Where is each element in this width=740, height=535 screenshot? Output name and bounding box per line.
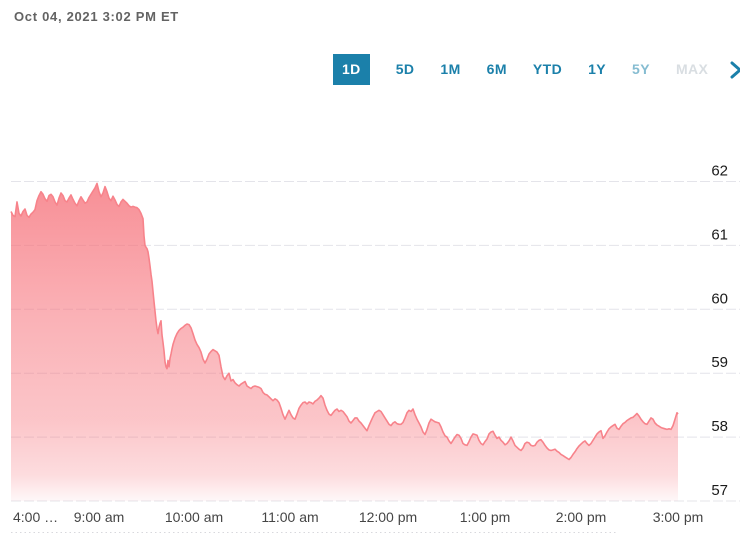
tab-ytd[interactable]: YTD (532, 61, 563, 77)
y-axis-labels: 62 61 60 59 58 57 (711, 163, 728, 500)
svg-text:9:00 am: 9:00 am (74, 509, 125, 525)
tab-5d[interactable]: 5D (395, 61, 415, 77)
svg-text:62: 62 (711, 163, 728, 180)
svg-text:4:00 …: 4:00 … (13, 509, 58, 525)
price-area (11, 183, 678, 501)
svg-text:61: 61 (711, 226, 728, 243)
svg-text:2:00 pm: 2:00 pm (556, 509, 607, 525)
svg-text:57: 57 (711, 482, 728, 499)
tab-max[interactable]: MAX (675, 61, 709, 77)
tab-1m[interactable]: 1M (440, 61, 461, 77)
svg-text:12:00 pm: 12:00 pm (359, 509, 417, 525)
svg-text:58: 58 (711, 418, 728, 435)
svg-text:60: 60 (711, 290, 728, 307)
chevron-right-icon (730, 61, 740, 78)
svg-text:59: 59 (711, 354, 728, 371)
tabs-scroll-right-button[interactable] (728, 60, 740, 80)
price-line (10, 182, 679, 461)
tab-5y[interactable]: 5Y (632, 61, 650, 77)
tab-1d[interactable]: 1D (333, 54, 370, 85)
timestamp: Oct 04, 2021 3:02 PM ET (14, 9, 179, 24)
svg-text:3:00 pm: 3:00 pm (653, 509, 704, 525)
range-tab-strip: 1D 5D 1M 6M YTD 1Y 5Y MAX (333, 54, 740, 85)
svg-text:1:00 pm: 1:00 pm (460, 509, 511, 525)
tab-6m[interactable]: 6M (486, 61, 507, 77)
svg-text:11:00 am: 11:00 am (261, 509, 318, 525)
svg-text:10:00 am: 10:00 am (165, 509, 223, 525)
x-axis-labels: 4:00 … 9:00 am 10:00 am 11:00 am 12:00 pm 1:0… (13, 509, 703, 525)
tab-1y[interactable]: 1Y (588, 61, 607, 77)
